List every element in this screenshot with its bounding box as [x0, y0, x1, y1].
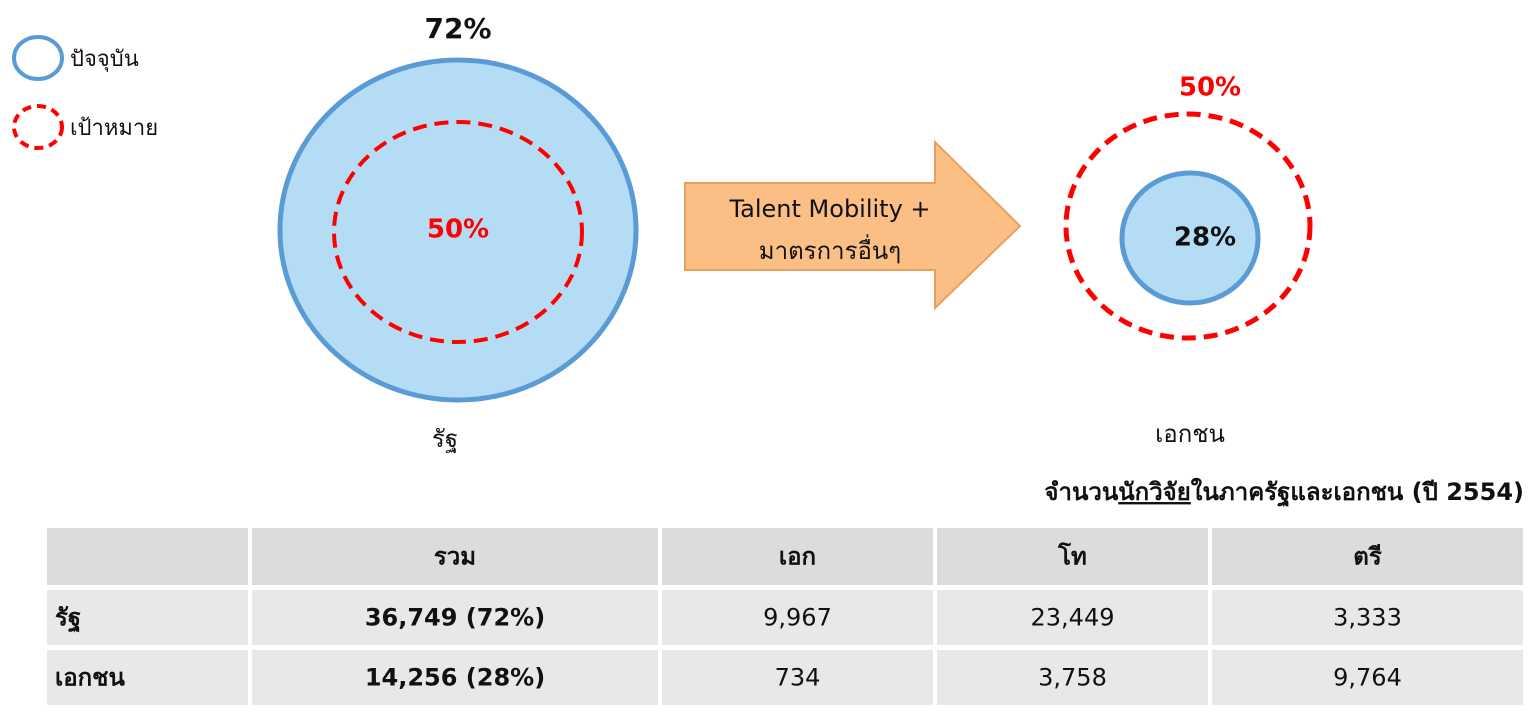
arrow-text: Talent Mobility +: [728, 195, 930, 223]
title-part: นักวิจัย: [1118, 478, 1191, 506]
cell-text: รัฐ: [55, 604, 81, 634]
table-title: จำนวนนักวิจัยในภาครัฐและเอกชน (ปี 2554): [1044, 477, 1524, 508]
table-cell: [662, 528, 933, 585]
cell-text: รวม: [434, 543, 476, 571]
table-cell: [252, 650, 658, 705]
cell-text: 23,449: [1031, 604, 1115, 632]
legend-current-icon: [12, 35, 64, 81]
table-cell: [937, 528, 1208, 585]
table-cell: [937, 650, 1208, 705]
legend-label: ปัจจุบัน: [70, 47, 139, 72]
table-cell: [47, 528, 248, 585]
table: รวม เอก โท ตรีรัฐ 36,749 (72%) 9,967 23,449 3,3…: [47, 528, 1523, 705]
table-cell: [662, 650, 933, 705]
legend-label: เป้าหมาย: [70, 116, 158, 141]
legend-target-icon: [12, 104, 64, 150]
cell-text: 9,967: [763, 604, 832, 632]
table-cell: [662, 590, 933, 645]
table-cell: [1212, 590, 1523, 645]
current-value: 28%: [1174, 223, 1236, 253]
sector-label: เอกชน: [1155, 420, 1225, 448]
cell-text: 3,333: [1333, 604, 1402, 632]
cell-text: 734: [775, 664, 821, 692]
cell-text: เอก: [779, 543, 816, 571]
title-part: ในภาครัฐและเอกชน (ปี 2554): [1191, 477, 1524, 508]
cell-text: เอกชน: [55, 664, 125, 692]
table-cell: [252, 590, 658, 645]
table-cell: [1212, 528, 1523, 585]
current-circle: [277, 57, 639, 403]
arrow: [684, 139, 1022, 311]
target-value: 50%: [427, 215, 489, 245]
table-cell: [252, 528, 658, 585]
cell-text: โท: [1057, 542, 1087, 571]
current-value: 72%: [424, 12, 491, 45]
target-circle: [1063, 111, 1313, 341]
current-circle: [1119, 170, 1261, 306]
sector-label: รัฐ: [432, 425, 458, 453]
cell-text: ตรี: [1353, 543, 1382, 571]
cell-text: 36,749 (72%): [365, 604, 545, 632]
table-cell: [47, 650, 248, 705]
table-cell: [47, 590, 248, 645]
cell-text: 3,758: [1038, 664, 1107, 692]
cell-text: 14,256 (28%): [365, 664, 545, 692]
arrow-text: มาตรการอื่นๆ: [759, 234, 901, 265]
target-circle: [332, 120, 584, 344]
table-cell: [1212, 650, 1523, 705]
table-cell: [937, 590, 1208, 645]
target-value: 50%: [1179, 73, 1241, 103]
title-part: จำนวน: [1044, 478, 1118, 506]
cell-text: 9,764: [1333, 664, 1402, 692]
